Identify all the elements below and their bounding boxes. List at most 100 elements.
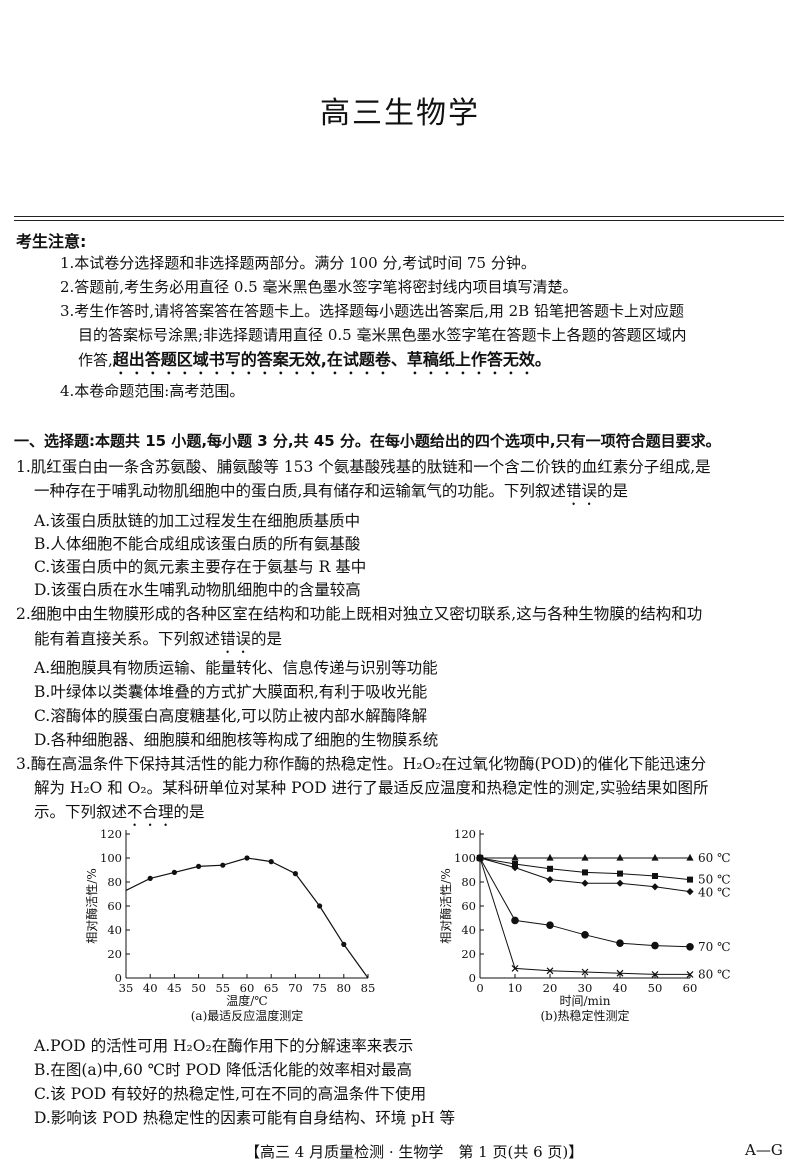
- chart-a-y-tick-label: 40: [107, 923, 122, 937]
- chart-a-point: [244, 855, 250, 861]
- chart-b-y-tick-label: 60: [461, 899, 476, 913]
- chart-b-series-label: 50 ℃: [698, 873, 731, 887]
- chart-a-x-tick-label: 55: [215, 981, 230, 995]
- chart-b-point: [616, 939, 624, 947]
- chart-b-y-tick-label: 40: [461, 923, 476, 937]
- chart-a-point: [292, 871, 298, 877]
- chart-b-point: [686, 943, 694, 951]
- chart-b-caption: (b)热稳定性测定: [540, 1008, 629, 1023]
- chart-b-point: [547, 865, 553, 872]
- q2-stem-text: 能有着直接关系。下列叙述: [34, 630, 221, 648]
- chart-b-point: [546, 876, 554, 884]
- chart-a-x-tick-label: 75: [312, 981, 327, 995]
- page-title: 高三生物学: [320, 96, 480, 131]
- notice-item-2: 2.答题前,考生务必用直径 0.5 毫米黑色墨水签字笔将密封线内项目填写清楚。: [60, 278, 578, 296]
- chart-b-point: [687, 876, 693, 883]
- chart-a-point: [341, 941, 347, 947]
- chart-b-series-label: 60 ℃: [698, 851, 731, 865]
- chart-a-x-tick-label: 65: [264, 981, 279, 995]
- chart-b-point: [651, 883, 659, 891]
- chart-b-point: [511, 964, 519, 972]
- q2-stem-line2: 能有着直接关系。下列叙述错误的是: [34, 627, 282, 657]
- chart-b-series-line: [479, 857, 690, 975]
- chart-b-y-tick-label: 0: [469, 971, 476, 985]
- chart-a-y-tick-label: 0: [115, 971, 122, 985]
- chart-b-point: [686, 888, 694, 896]
- notice-item-3-end: 作答,超出答题区域书写的答案无效,在试题卷、草稿纸上作答无效。: [78, 350, 798, 378]
- chart-a-x-tick-label: 40: [143, 981, 158, 995]
- chart-a-x-tick-label: 45: [167, 981, 182, 995]
- chart-b-point: [617, 870, 623, 877]
- q3-stem-line2: 解为 H₂O 和 O₂。某科研单位对某种 POD 进行了最适反应温度和热稳定性的…: [34, 779, 709, 797]
- chart-b-y-tick-label: 80: [461, 875, 476, 889]
- q1-option-b: B.人体细胞不能合成组成该蛋白质的所有氨基酸: [34, 535, 361, 553]
- chart-a-caption: (a)最适反应温度测定: [191, 1008, 304, 1023]
- chart-b-x-tick-label: 0: [476, 981, 483, 995]
- chart-a-point: [317, 903, 323, 909]
- q1-option-d: D.该蛋白质在水生哺乳动物肌细胞中的含量较高: [34, 581, 361, 599]
- header-divider: [14, 216, 784, 217]
- chart-b-point: [581, 968, 589, 976]
- q3-stem-text: 示。下列叙述: [34, 803, 128, 821]
- q3-option-b: B.在图(a)中,60 ℃时 POD 降低活化能的效率相对最高: [34, 1061, 412, 1079]
- chart-b-point: [581, 879, 589, 887]
- notice-item-4: 4.本卷命题范围:高考范围。: [60, 382, 245, 400]
- notice-emphasis: 超出答题区域书写的答案无效,在试题卷、草稿纸上作答无效。: [112, 350, 551, 369]
- chart-optimal-temperature: 0 20 40 60 80 100 120 35 40 45 50 55 60 65 70 75 80 85 温度/…: [86, 827, 376, 1023]
- chart-b-point: [616, 879, 624, 887]
- q2-stem-suffix: 的是: [251, 630, 283, 648]
- chart-b-point: [651, 853, 659, 861]
- footer-code: A—G: [745, 1141, 783, 1159]
- chart-b-point: [546, 853, 554, 861]
- chart-a-x-tick-label: 80: [336, 981, 351, 995]
- chart-a-point: [220, 862, 226, 868]
- q3-option-a: A.POD 的活性可用 H₂O₂在酶作用下的分解速率来表示: [34, 1037, 414, 1055]
- notice-item-3-cont: 目的答案标号涂黑;非选择题请用直径 0.5 毫米黑色墨水签字笔在答题卡上各题的答…: [78, 326, 687, 344]
- footer-info: 【高三 4 月质量检测 · 生物学 第 1 页(共 6 页)】: [245, 1143, 584, 1161]
- chart-a-point: [171, 869, 177, 875]
- chart-a-x-tick-label: 85: [361, 981, 376, 995]
- notice-item-3: 3.考生作答时,请将答案答在答题卡上。选择题每小题选出答案后,用 2B 铅笔把答…: [60, 302, 684, 320]
- q3-stem-line3: 示。下列叙述不合理的是: [34, 800, 205, 830]
- q2-option-d: D.各种细胞器、细胞膜和细胞核等构成了细胞的生物膜系统: [34, 731, 439, 749]
- chart-b-series-label: 40 ℃: [698, 886, 731, 900]
- chart-b-x-tick-label: 30: [578, 981, 593, 995]
- chart-b-point: [686, 853, 694, 861]
- chart-a-x-tick-label: 70: [288, 981, 303, 995]
- q2-option-a: A.细胞膜具有物质运输、能量转化、信息传递与识别等功能: [34, 659, 438, 677]
- section-heading: 一、选择题:本题共 15 小题,每小题 3 分,共 45 分。在每小题给出的四个…: [14, 432, 721, 450]
- notice-item-3-prefix: 作答,: [78, 351, 113, 369]
- chart-a-x-tick-label: 60: [240, 981, 255, 995]
- q3-option-c: C.该 POD 有较好的热稳定性,可在不同的高温条件下使用: [34, 1085, 427, 1103]
- chart-b-x-tick-label: 20: [543, 981, 558, 995]
- chart-b-point: [582, 869, 588, 876]
- q3-option-d: D.影响该 POD 热稳定性的因素可能有自身结构、环境 pH 等: [34, 1109, 456, 1127]
- chart-b-y-axis-label: 相对酶活性/%: [440, 868, 453, 943]
- chart-a-y-tick-label: 60: [107, 899, 122, 913]
- chart-a-x-tick-label: 50: [191, 981, 206, 995]
- chart-b-point: [511, 853, 519, 861]
- q1-option-c: C.该蛋白质中的氮元素主要存在于氨基与 R 基中: [34, 558, 367, 576]
- q1-option-a: A.该蛋白质肽链的加工过程发生在细胞质基质中: [34, 512, 361, 530]
- chart-b-point: [686, 970, 694, 978]
- header-divider-2: [14, 220, 784, 221]
- chart-b-series-label: 70 ℃: [698, 940, 731, 954]
- chart-b-point: [652, 873, 658, 879]
- q2-stem-line1: 2.细胞中由生物膜形成的各种区室在结构和功能上既相对独立又密切联系,这与各种生物…: [16, 605, 703, 623]
- chart-a-y-tick-label: 120: [100, 827, 122, 841]
- chart-b-series-label: 80 ℃: [698, 967, 731, 981]
- chart-a-x-tick-label: 35: [119, 981, 134, 995]
- chart-b-point: [581, 931, 589, 939]
- q2-option-b: B.叶绿体以类囊体堆叠的方式扩大膜面积,有利于吸收光能: [34, 683, 428, 701]
- q2-option-c: C.溶酶体的膜蛋白高度糖基化,可以防止被内部水解酶降解: [34, 707, 428, 725]
- chart-b-y-tick-label: 120: [454, 827, 476, 841]
- chart-a-y-tick-label: 80: [107, 875, 122, 889]
- chart-b-point: [511, 916, 519, 925]
- chart-a-x-axis-label: 温度/℃: [226, 993, 267, 1008]
- chart-b-point: [651, 970, 659, 978]
- chart-a-point: [147, 875, 153, 881]
- q1-stem-line2: 一种存在于哺乳动物肌细胞中的蛋白质,具有储存和运输氧气的功能。下列叙述错误的是: [34, 479, 628, 509]
- q1-stem-text: 一种存在于哺乳动物肌细胞中的蛋白质,具有储存和运输氧气的功能。下列叙述: [34, 482, 566, 500]
- chart-b-point: [546, 967, 554, 975]
- q1-stem-line1: 1.肌红蛋白由一条含苏氨酸、脯氨酸等 153 个氨基酸残基的肽链和一个含二价铁的…: [16, 458, 711, 476]
